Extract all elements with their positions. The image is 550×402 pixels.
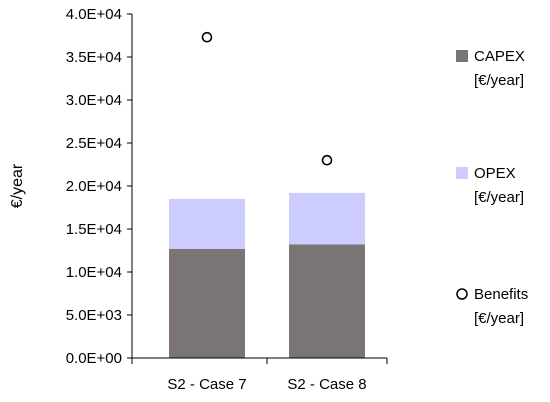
y-tick-label: 1.5E+04 (66, 221, 122, 238)
legend-label: CAPEX (474, 48, 525, 65)
legend: CAPEX [€/year] OPEX [€/year] Benefits [€/year… (456, 48, 528, 327)
y-axis: 0.0E+00 5.0E+03 1.0E+04 1.5E+04 2.0E+04 2.5E+… (66, 6, 133, 367)
bar-capex-1 (169, 248, 245, 358)
benefits-point-2 (321, 154, 333, 166)
y-tick-label: 2.0E+04 (66, 178, 122, 195)
y-tick-label: 3.0E+04 (66, 92, 122, 109)
legend-item-benefits: Benefits [€/year] (456, 286, 528, 327)
legend-item-opex: OPEX [€/year] (456, 165, 524, 206)
bar-capex-2 (289, 244, 365, 358)
bar-opex-1 (169, 198, 245, 249)
y-tick-label: 3.5E+04 (66, 49, 122, 66)
y-axis-title: €/year (9, 163, 26, 208)
benefits-point-1 (201, 31, 213, 43)
y-tick-label: 0.0E+00 (66, 350, 122, 367)
legend-label: [€/year] (474, 72, 524, 89)
y-tick-label: 5.0E+03 (66, 307, 122, 324)
plot-area (169, 31, 365, 358)
x-tick-label: S2 - Case 8 (287, 376, 366, 393)
y-tick-label: 1.0E+04 (66, 264, 122, 281)
y-tick-label: 4.0E+04 (66, 6, 122, 23)
x-axis: S2 - Case 7 S2 - Case 8 (131, 357, 388, 393)
legend-label: Benefits (474, 286, 528, 303)
legend-label: OPEX (474, 165, 516, 182)
legend-item-capex: CAPEX [€/year] (456, 48, 525, 89)
legend-label: [€/year] (474, 189, 524, 206)
y-tick-label: 2.5E+04 (66, 135, 122, 152)
legend-swatch (456, 50, 468, 62)
bar-opex-2 (289, 192, 365, 245)
legend-label: [€/year] (474, 310, 524, 327)
legend-swatch (456, 167, 468, 179)
x-tick-label: S2 - Case 7 (167, 376, 246, 393)
legend-marker (456, 288, 468, 300)
